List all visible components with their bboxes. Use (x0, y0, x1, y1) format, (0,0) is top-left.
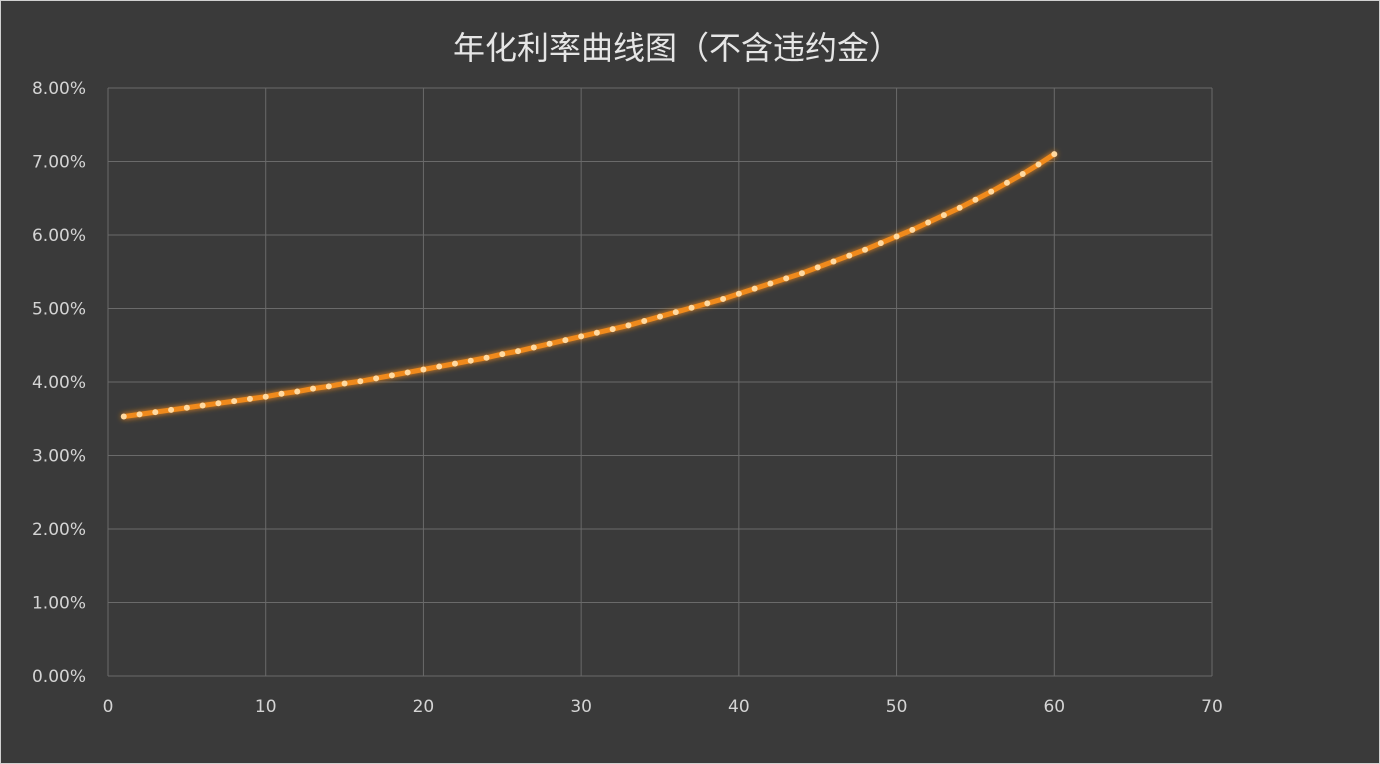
data-point (940, 212, 947, 219)
data-point (404, 369, 411, 376)
data-point (183, 404, 190, 411)
y-tick-label: 2.00% (32, 520, 86, 540)
data-point (294, 388, 301, 395)
data-point (657, 313, 663, 320)
data-point (956, 204, 963, 211)
data-point (735, 290, 742, 297)
data-point (893, 233, 900, 240)
data-point (877, 240, 884, 247)
data-point (199, 402, 206, 409)
data-point (246, 395, 253, 402)
data-point (515, 348, 522, 355)
data-point (1003, 179, 1010, 186)
series-line (121, 151, 1057, 420)
data-point (562, 337, 569, 344)
data-point (530, 344, 537, 351)
y-tick-label: 8.00% (32, 79, 86, 99)
data-point (388, 372, 395, 379)
data-point (862, 246, 869, 253)
data-point (798, 270, 805, 277)
data-point (499, 351, 506, 358)
data-point (909, 226, 916, 233)
data-point (357, 378, 364, 385)
y-tick-label: 5.00% (32, 300, 86, 320)
x-tick-label: 0 (103, 697, 114, 717)
data-point (830, 258, 837, 265)
data-point (988, 188, 995, 195)
data-point (262, 393, 269, 400)
chart-title: 年化利率曲线图（不含违约金） (453, 29, 901, 67)
data-point (688, 304, 695, 311)
y-tick-label: 1.00% (32, 594, 86, 614)
y-tick-label: 3.00% (32, 447, 86, 467)
x-tick-label: 70 (1201, 697, 1223, 717)
x-tick-label: 60 (1043, 697, 1065, 717)
y-tick-label: 4.00% (32, 373, 86, 393)
data-point (609, 326, 616, 333)
data-point (341, 380, 348, 387)
data-point (231, 398, 238, 405)
y-tick-label: 6.00% (32, 226, 86, 246)
data-point (846, 252, 853, 259)
data-point (168, 406, 175, 413)
data-point (1051, 151, 1058, 158)
data-point (767, 280, 774, 287)
data-point (972, 196, 979, 203)
data-point (1035, 161, 1042, 168)
data-point (720, 295, 727, 302)
x-tick-label: 50 (886, 697, 908, 717)
data-point (546, 340, 553, 347)
data-point (136, 411, 143, 418)
data-point (373, 375, 380, 382)
data-point (451, 360, 458, 367)
data-point (152, 409, 159, 416)
data-point (783, 275, 790, 282)
x-tick-label: 20 (413, 697, 435, 717)
data-point (704, 300, 711, 307)
data-point (672, 309, 679, 316)
x-tick-label: 10 (255, 697, 277, 717)
data-point (578, 333, 585, 340)
data-point (120, 413, 127, 420)
data-point (325, 383, 332, 390)
data-point (925, 219, 932, 226)
data-point (814, 264, 821, 271)
data-point (1019, 171, 1026, 177)
x-tick-label: 30 (570, 697, 592, 717)
data-point (593, 329, 600, 336)
y-axis-ticks: 0.00% 1.00% 2.00% 3.00% 4.00% 5.00% 6.00% 7.00%… (32, 79, 86, 687)
series-layer (120, 151, 1058, 420)
x-tick-label: 40 (728, 697, 750, 717)
gridlines (107, 87, 1213, 677)
y-tick-label: 7.00% (32, 153, 86, 173)
data-point (467, 357, 474, 364)
data-point (436, 363, 443, 370)
data-point (310, 385, 317, 392)
data-point (420, 366, 427, 373)
data-point (751, 285, 758, 292)
data-point (641, 318, 648, 324)
data-point (278, 390, 285, 397)
data-point (215, 400, 222, 407)
y-tick-label: 0.00% (32, 667, 86, 687)
x-axis-ticks: 0 10 20 30 40 50 60 70 (103, 697, 1223, 717)
data-point (625, 322, 632, 329)
data-point (483, 354, 490, 361)
